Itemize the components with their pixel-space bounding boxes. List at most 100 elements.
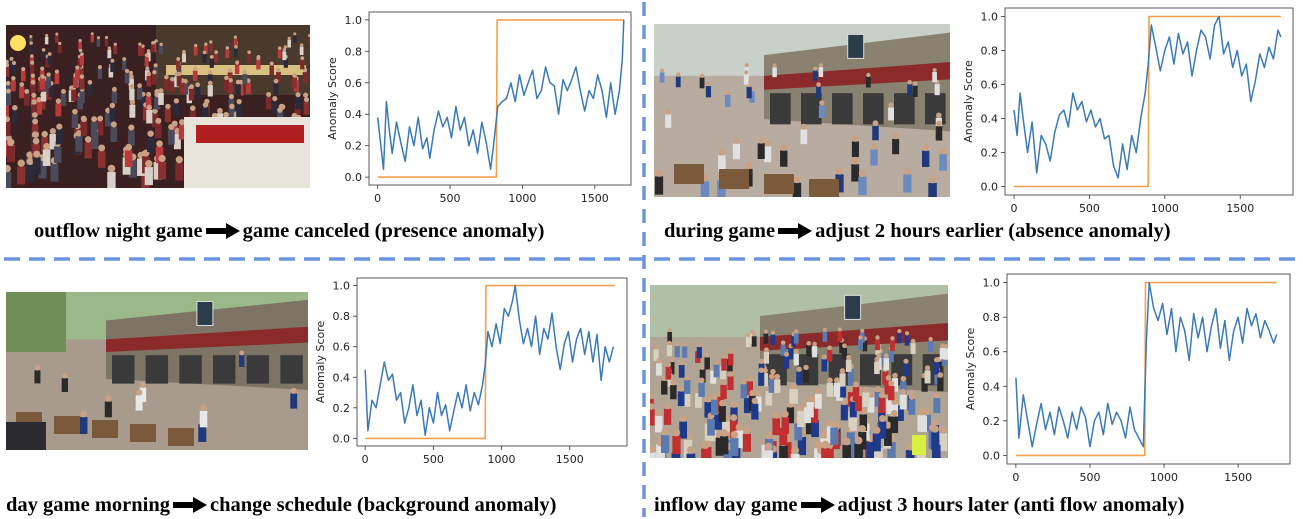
person — [751, 336, 757, 347]
person-head — [287, 36, 291, 40]
person-head — [202, 50, 207, 55]
x-tick-label: 1000 — [508, 192, 536, 205]
person-head — [292, 73, 297, 78]
person-head — [24, 88, 30, 94]
awning-roof — [106, 326, 308, 353]
person-head — [6, 80, 11, 86]
person — [176, 60, 181, 71]
person — [11, 64, 17, 75]
person-head — [656, 358, 662, 364]
person — [300, 59, 305, 70]
person-head — [669, 357, 675, 363]
person-head — [928, 336, 933, 342]
y-tick-label: 0.2 — [333, 402, 351, 415]
person — [214, 53, 219, 63]
person-head — [936, 112, 942, 119]
person-head — [655, 409, 663, 417]
person-head — [87, 79, 93, 85]
person — [721, 358, 727, 371]
person — [730, 437, 739, 457]
person-head — [129, 74, 134, 79]
person-head — [875, 335, 880, 340]
y-axis-label: Anomaly Score — [964, 327, 977, 410]
person — [87, 84, 93, 96]
person-head — [800, 123, 807, 130]
person — [104, 112, 112, 127]
person — [797, 410, 805, 428]
person — [97, 68, 103, 80]
person-head — [6, 88, 11, 94]
person-head — [940, 343, 945, 349]
person-head — [31, 99, 37, 105]
person-head — [866, 72, 871, 78]
person — [155, 146, 164, 164]
y-tick-label: 0.6 — [333, 341, 351, 354]
y-tick-label: 0.2 — [983, 415, 1001, 428]
person — [26, 164, 35, 183]
person — [11, 110, 18, 124]
person — [73, 77, 79, 89]
person-head — [81, 116, 87, 123]
person — [720, 384, 727, 400]
person-head — [841, 398, 848, 406]
person-head — [699, 73, 705, 78]
person — [743, 74, 749, 85]
person-head — [819, 100, 825, 106]
person — [886, 398, 894, 415]
person — [178, 124, 186, 140]
person — [179, 82, 185, 94]
person — [55, 103, 62, 117]
person — [854, 443, 863, 458]
person — [874, 448, 883, 458]
person — [910, 343, 916, 355]
person — [878, 421, 887, 439]
scene-photo-day-game-morning — [6, 292, 308, 450]
x-tick-label: 1000 — [1150, 471, 1178, 484]
person-head — [730, 401, 738, 408]
person-head — [78, 48, 83, 53]
person-head — [72, 108, 78, 115]
person-head — [789, 383, 796, 390]
person-head — [678, 385, 685, 392]
person — [793, 333, 799, 344]
person — [803, 369, 810, 383]
person — [674, 346, 680, 358]
person — [235, 84, 241, 96]
person — [939, 433, 948, 452]
person — [239, 355, 245, 367]
person — [142, 107, 149, 121]
person-head — [676, 72, 681, 77]
window — [863, 93, 884, 125]
person — [292, 77, 298, 89]
person-head — [744, 70, 749, 75]
person-head — [146, 104, 153, 111]
y-tick-label: 1.0 — [345, 14, 363, 27]
person-head — [55, 98, 62, 104]
person — [147, 136, 155, 153]
person — [840, 404, 848, 421]
person — [874, 361, 880, 375]
awning-roof — [764, 62, 950, 90]
person — [665, 114, 672, 128]
person-head — [772, 63, 777, 68]
person-head — [746, 332, 751, 337]
person-head — [80, 410, 88, 418]
person — [746, 86, 752, 99]
person-head — [308, 34, 310, 38]
person-head — [661, 428, 669, 436]
person — [732, 143, 741, 160]
person — [933, 397, 941, 414]
caption-bottom-right: inflow day game adjust 3 hours later (ant… — [654, 494, 1185, 517]
person — [273, 83, 279, 95]
person — [124, 72, 130, 84]
person — [900, 381, 907, 396]
person-head — [667, 327, 672, 333]
window — [179, 355, 202, 384]
person — [679, 421, 688, 439]
person — [821, 448, 830, 458]
person-head — [744, 63, 749, 68]
person-head — [907, 79, 912, 85]
person-head — [235, 60, 240, 65]
person-head — [743, 426, 751, 435]
person-head — [146, 71, 152, 77]
